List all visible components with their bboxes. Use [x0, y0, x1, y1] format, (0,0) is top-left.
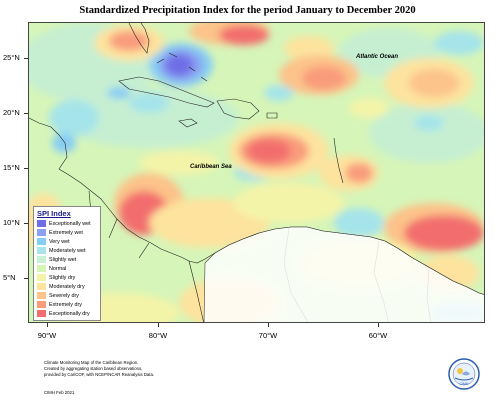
- footnote-line: Created by aggregating station based obs…: [44, 366, 143, 371]
- lon-label-90w: 90°W: [37, 331, 57, 340]
- caribbean-sea-label: Caribbean Sea: [190, 164, 232, 170]
- legend-item: Exceptionally wet: [37, 219, 97, 228]
- map-footnote: Climate Monitoring Map of the Caribbean …: [44, 360, 274, 378]
- lat-label-10n: 10°N: [3, 218, 20, 227]
- legend-title: SPI Index: [37, 209, 71, 218]
- sun-icon: [457, 368, 463, 374]
- lon-tick: [268, 323, 269, 327]
- lon-label-70w: 70°W: [258, 331, 278, 340]
- spi-map: [28, 22, 485, 323]
- lat-tick: [24, 58, 28, 59]
- legend-swatch: [37, 265, 46, 272]
- legend-swatch: [37, 256, 46, 263]
- legend-item: Extremely dry: [37, 300, 97, 309]
- legend-item: Moderately wet: [37, 246, 97, 255]
- south-america-landmass: [203, 226, 484, 322]
- legend-label: Exceptionally wet: [49, 220, 91, 227]
- lon-tick: [378, 323, 379, 327]
- legend-swatch: [37, 220, 46, 227]
- lesser-antilles-coast: [333, 137, 344, 184]
- cloud-icon: [462, 371, 470, 376]
- wave-icon: [454, 377, 474, 381]
- map-credit: CIMH Feb 2021: [44, 390, 75, 395]
- spi-map-canvas: [29, 23, 484, 322]
- legend-label: Very wet: [49, 238, 70, 245]
- lat-tick: [24, 113, 28, 114]
- lat-tick: [24, 168, 28, 169]
- lat-tick: [24, 278, 28, 279]
- legend-label: Slightly wet: [49, 256, 77, 263]
- legend-item: Normal: [37, 264, 97, 273]
- colombia-border: [188, 260, 204, 322]
- footnote-line: provided by CariCOF, with NCEP/NCAR Rean…: [44, 372, 155, 377]
- legend-item: Exceptionally dry: [37, 309, 97, 318]
- legend-swatch: [37, 274, 46, 281]
- legend-swatch: [37, 283, 46, 290]
- legend-swatch: [37, 301, 46, 308]
- legend-item: Severely dry: [37, 291, 97, 300]
- legend-item: Moderately dry: [37, 282, 97, 291]
- legend-label: Extremely wet: [49, 229, 83, 236]
- lat-tick: [24, 223, 28, 224]
- map-title: Standardized Precipitation Index for the…: [79, 5, 416, 16]
- cimh-logo: CIMH: [448, 358, 480, 390]
- puerto-rico-coast: [266, 112, 278, 119]
- legend-swatch: [37, 229, 46, 236]
- legend-swatch: [37, 310, 46, 317]
- lon-label-80w: 80°W: [148, 331, 168, 340]
- legend-item: Slightly dry: [37, 273, 97, 282]
- atlantic-ocean-label: Atlantic Ocean: [356, 54, 399, 60]
- legend-label: Exceptionally dry: [49, 310, 90, 317]
- florida-coast: [128, 23, 150, 54]
- lat-label-15n: 15°N: [3, 163, 20, 172]
- hispaniola-coast: [216, 98, 260, 120]
- lat-label-25n: 25°N: [3, 53, 20, 62]
- legend-item: Slightly wet: [37, 255, 97, 264]
- legend-label: Severely dry: [49, 292, 79, 299]
- lon-tick: [47, 323, 48, 327]
- legend-item: Extremely wet: [37, 228, 97, 237]
- legend-label: Moderately wet: [49, 247, 86, 254]
- legend-item: Very wet: [37, 237, 97, 246]
- legend-label: Slightly dry: [49, 274, 76, 281]
- lat-label-5n: 5°N: [3, 273, 16, 282]
- legend-label: Normal: [49, 265, 67, 272]
- cuba-coast: [118, 76, 215, 108]
- lon-label-60w: 60°W: [368, 331, 388, 340]
- lat-label-20n: 20°N: [3, 108, 20, 117]
- lon-tick: [158, 323, 159, 327]
- spi-legend: SPI Index Exceptionally wet Extremely we…: [33, 206, 101, 321]
- legend-label: Extremely dry: [49, 301, 82, 308]
- bahamas-coast: [156, 52, 208, 82]
- jamaica-coast: [178, 118, 198, 128]
- logo-text: CIMH: [460, 382, 469, 386]
- legend-label: Moderately dry: [49, 283, 85, 290]
- legend-swatch: [37, 238, 46, 245]
- legend-rows: Exceptionally wet Extremely wet Very wet…: [37, 219, 97, 318]
- footnote-line: Climate Monitoring Map of the Caribbean …: [44, 360, 139, 365]
- legend-swatch: [37, 292, 46, 299]
- legend-swatch: [37, 247, 46, 254]
